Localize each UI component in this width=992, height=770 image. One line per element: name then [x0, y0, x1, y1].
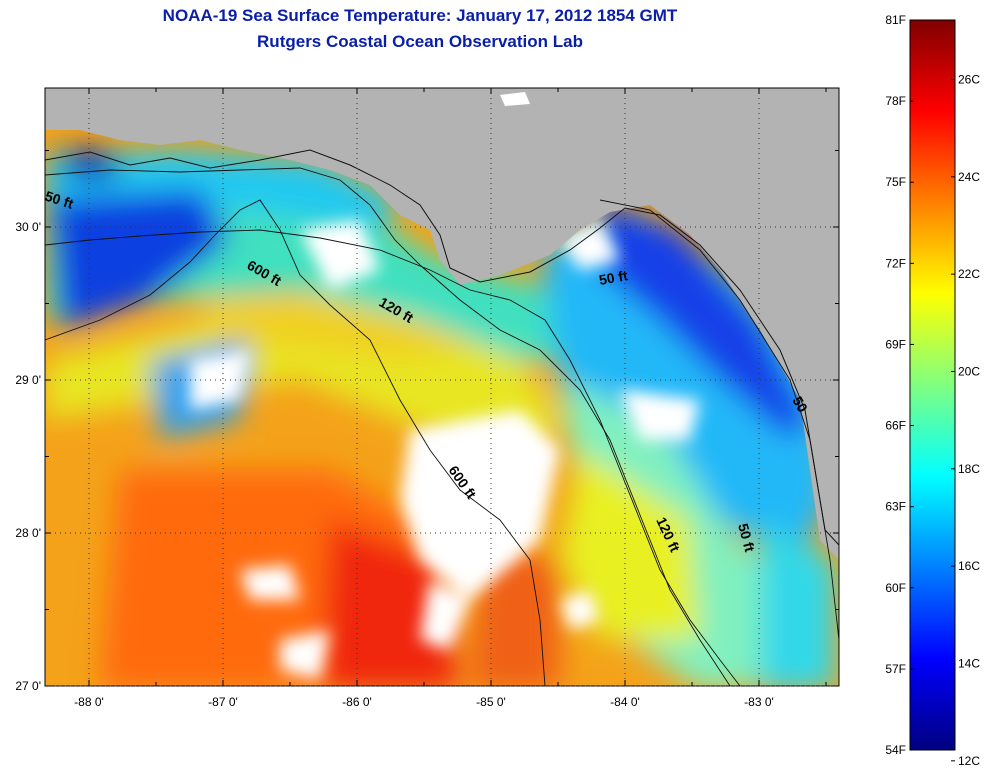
x-tick-label: -83 0' [744, 695, 774, 709]
colorbar-label-c: 18C [958, 462, 980, 476]
colorbar-label-c: 14C [958, 656, 980, 670]
y-tick-label: 28 0' [15, 526, 41, 540]
colorbar-label-c: 26C [958, 72, 980, 86]
colorbar-label-c: 20C [958, 364, 980, 378]
colorbar-fahrenheit-labels: 81F 78F 75F 72F 69F 66F 63F 60F 57F 54F [885, 13, 914, 757]
colorbar-label-f: 81F [885, 13, 906, 27]
plot-frame [44, 87, 840, 687]
colorbar-label-f: 72F [885, 256, 906, 270]
map-subtitle: Rutgers Coastal Ocean Observation Lab [257, 32, 583, 51]
sst-field [45, 88, 839, 686]
contour-label: 50 ft [598, 267, 629, 288]
colorbar-label-f: 78F [885, 94, 906, 108]
colorbar-label-f: 60F [885, 581, 906, 595]
contour-120ft [45, 167, 731, 686]
colorbar-label-f: 75F [885, 175, 906, 189]
y-tick-label: 30 0' [15, 220, 41, 234]
coastline [45, 149, 839, 546]
y-tick-label: 29 0' [15, 373, 41, 387]
colorbar-label-f: 57F [885, 662, 906, 676]
map-title: NOAA-19 Sea Surface Temperature: January… [162, 6, 678, 25]
colorbar-label-c: 24C [958, 170, 980, 184]
contour-600ft [45, 199, 546, 686]
latitude-axis: 30 0' 29 0' 28 0' 27 0' [15, 150, 839, 693]
longitude-axis: -88 0' -87 0' -86 0' -85 0' -84 0' -83 0' [74, 88, 827, 709]
colorbar-label-c: 16C [958, 559, 980, 573]
y-tick-label: 27 0' [15, 679, 41, 693]
contour-label: 50 [789, 394, 811, 416]
colorbar [909, 19, 956, 751]
colorbar-label-f: 63F [885, 500, 906, 514]
colorbar-label-f: 54F [885, 743, 906, 757]
x-tick-label: -85 0' [476, 695, 506, 709]
colorbar-label-c: 22C [958, 267, 980, 281]
colorbar-label-f: 69F [885, 337, 906, 351]
contour-label: 50 ft [735, 522, 758, 554]
colorbar-label-f: 66F [885, 419, 906, 433]
x-tick-label: -88 0' [74, 695, 104, 709]
colorbar-label-c: 12C [958, 754, 980, 768]
x-tick-label: -87 0' [208, 695, 238, 709]
land-mask [45, 88, 839, 560]
colorbar-celsius-labels: 26C 24C 22C 20C 18C 16C 14C 12C [951, 72, 980, 768]
x-tick-label: -86 0' [342, 695, 372, 709]
x-tick-label: -84 0' [610, 695, 640, 709]
